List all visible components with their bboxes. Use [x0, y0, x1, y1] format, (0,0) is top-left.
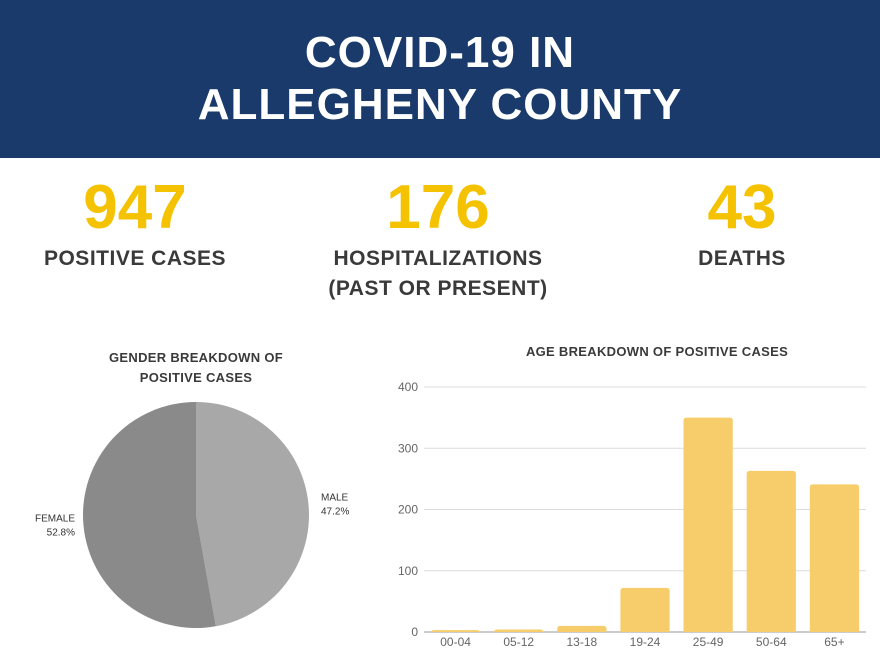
bar-19-24 — [620, 587, 670, 632]
pie-slice-female — [83, 402, 216, 628]
stat-deaths: 43 DEATHS — [662, 172, 822, 274]
bar-chart-title: AGE BREAKDOWN OF POSITIVE CASES — [525, 344, 789, 359]
header-banner: COVID-19 IN ALLEGHENY COUNTY — [0, 0, 880, 158]
y-tick-label: 300 — [398, 441, 418, 455]
y-tick-label: 200 — [398, 503, 418, 517]
bar-00-04 — [430, 630, 481, 634]
pie-chart-title-line-1: GENDER BREAKDOWN OF — [109, 350, 283, 365]
x-tick-label: 25-49 — [693, 635, 724, 649]
pie-slice-male — [196, 402, 310, 627]
pie-label-male: MALE — [321, 492, 349, 503]
bar-50-64 — [746, 470, 796, 632]
age-bar-chart: 0 100 200 300 400 00-04 05-12 13-18 19-24 25-49 50… — [398, 380, 866, 649]
x-tick-label: 19-24 — [630, 635, 661, 649]
pie-value-female: 52.8% — [47, 528, 75, 539]
page-title-line-2: ALLEGHENY COUNTY — [197, 80, 683, 129]
stat-cases-value: 947 — [83, 173, 187, 242]
stat-deaths-label: DEATHS — [698, 247, 786, 270]
bar-25-49 — [683, 417, 733, 632]
gender-pie-chart: MALE 47.2% FEMALE 52.8% — [35, 402, 349, 628]
stat-cases-label: POSITIVE CASES — [43, 247, 227, 270]
bar-65+ — [809, 484, 860, 632]
x-tick-label: 05-12 — [503, 635, 534, 649]
pie-chart-title-line-2: POSITIVE CASES — [139, 370, 253, 385]
pie-value-male: 47.2% — [321, 506, 349, 517]
pie-chart-title: GENDER BREAKDOWN OF POSITIVE CASES — [56, 348, 336, 388]
x-tick-label: 00-04 — [440, 635, 471, 649]
stat-hospitalizations-label-line-2: (PAST OR PRESENT) — [328, 277, 548, 300]
x-tick-label: 13-18 — [567, 635, 598, 649]
stat-deaths-value: 43 — [707, 173, 777, 242]
x-tick-label: 50-64 — [756, 635, 787, 649]
y-tick-label: 100 — [398, 564, 418, 578]
x-tick-label: 65+ — [824, 635, 844, 649]
y-tick-label: 400 — [398, 380, 418, 394]
stat-hospitalizations-label-line-1: HOSPITALIZATIONS — [333, 247, 543, 270]
bar-05-12 — [494, 629, 544, 633]
y-tick-label: 0 — [411, 625, 418, 639]
stat-positive-cases: 947 POSITIVE CASES — [30, 172, 240, 274]
bar-13-18 — [557, 625, 607, 632]
page-title-line-1: COVID-19 IN — [304, 28, 576, 77]
stat-hospitalizations: 176 HOSPITALIZATIONS (PAST OR PRESENT) — [300, 172, 576, 304]
stat-hospitalizations-value: 176 — [386, 173, 490, 242]
pie-label-female: FEMALE — [35, 514, 75, 525]
